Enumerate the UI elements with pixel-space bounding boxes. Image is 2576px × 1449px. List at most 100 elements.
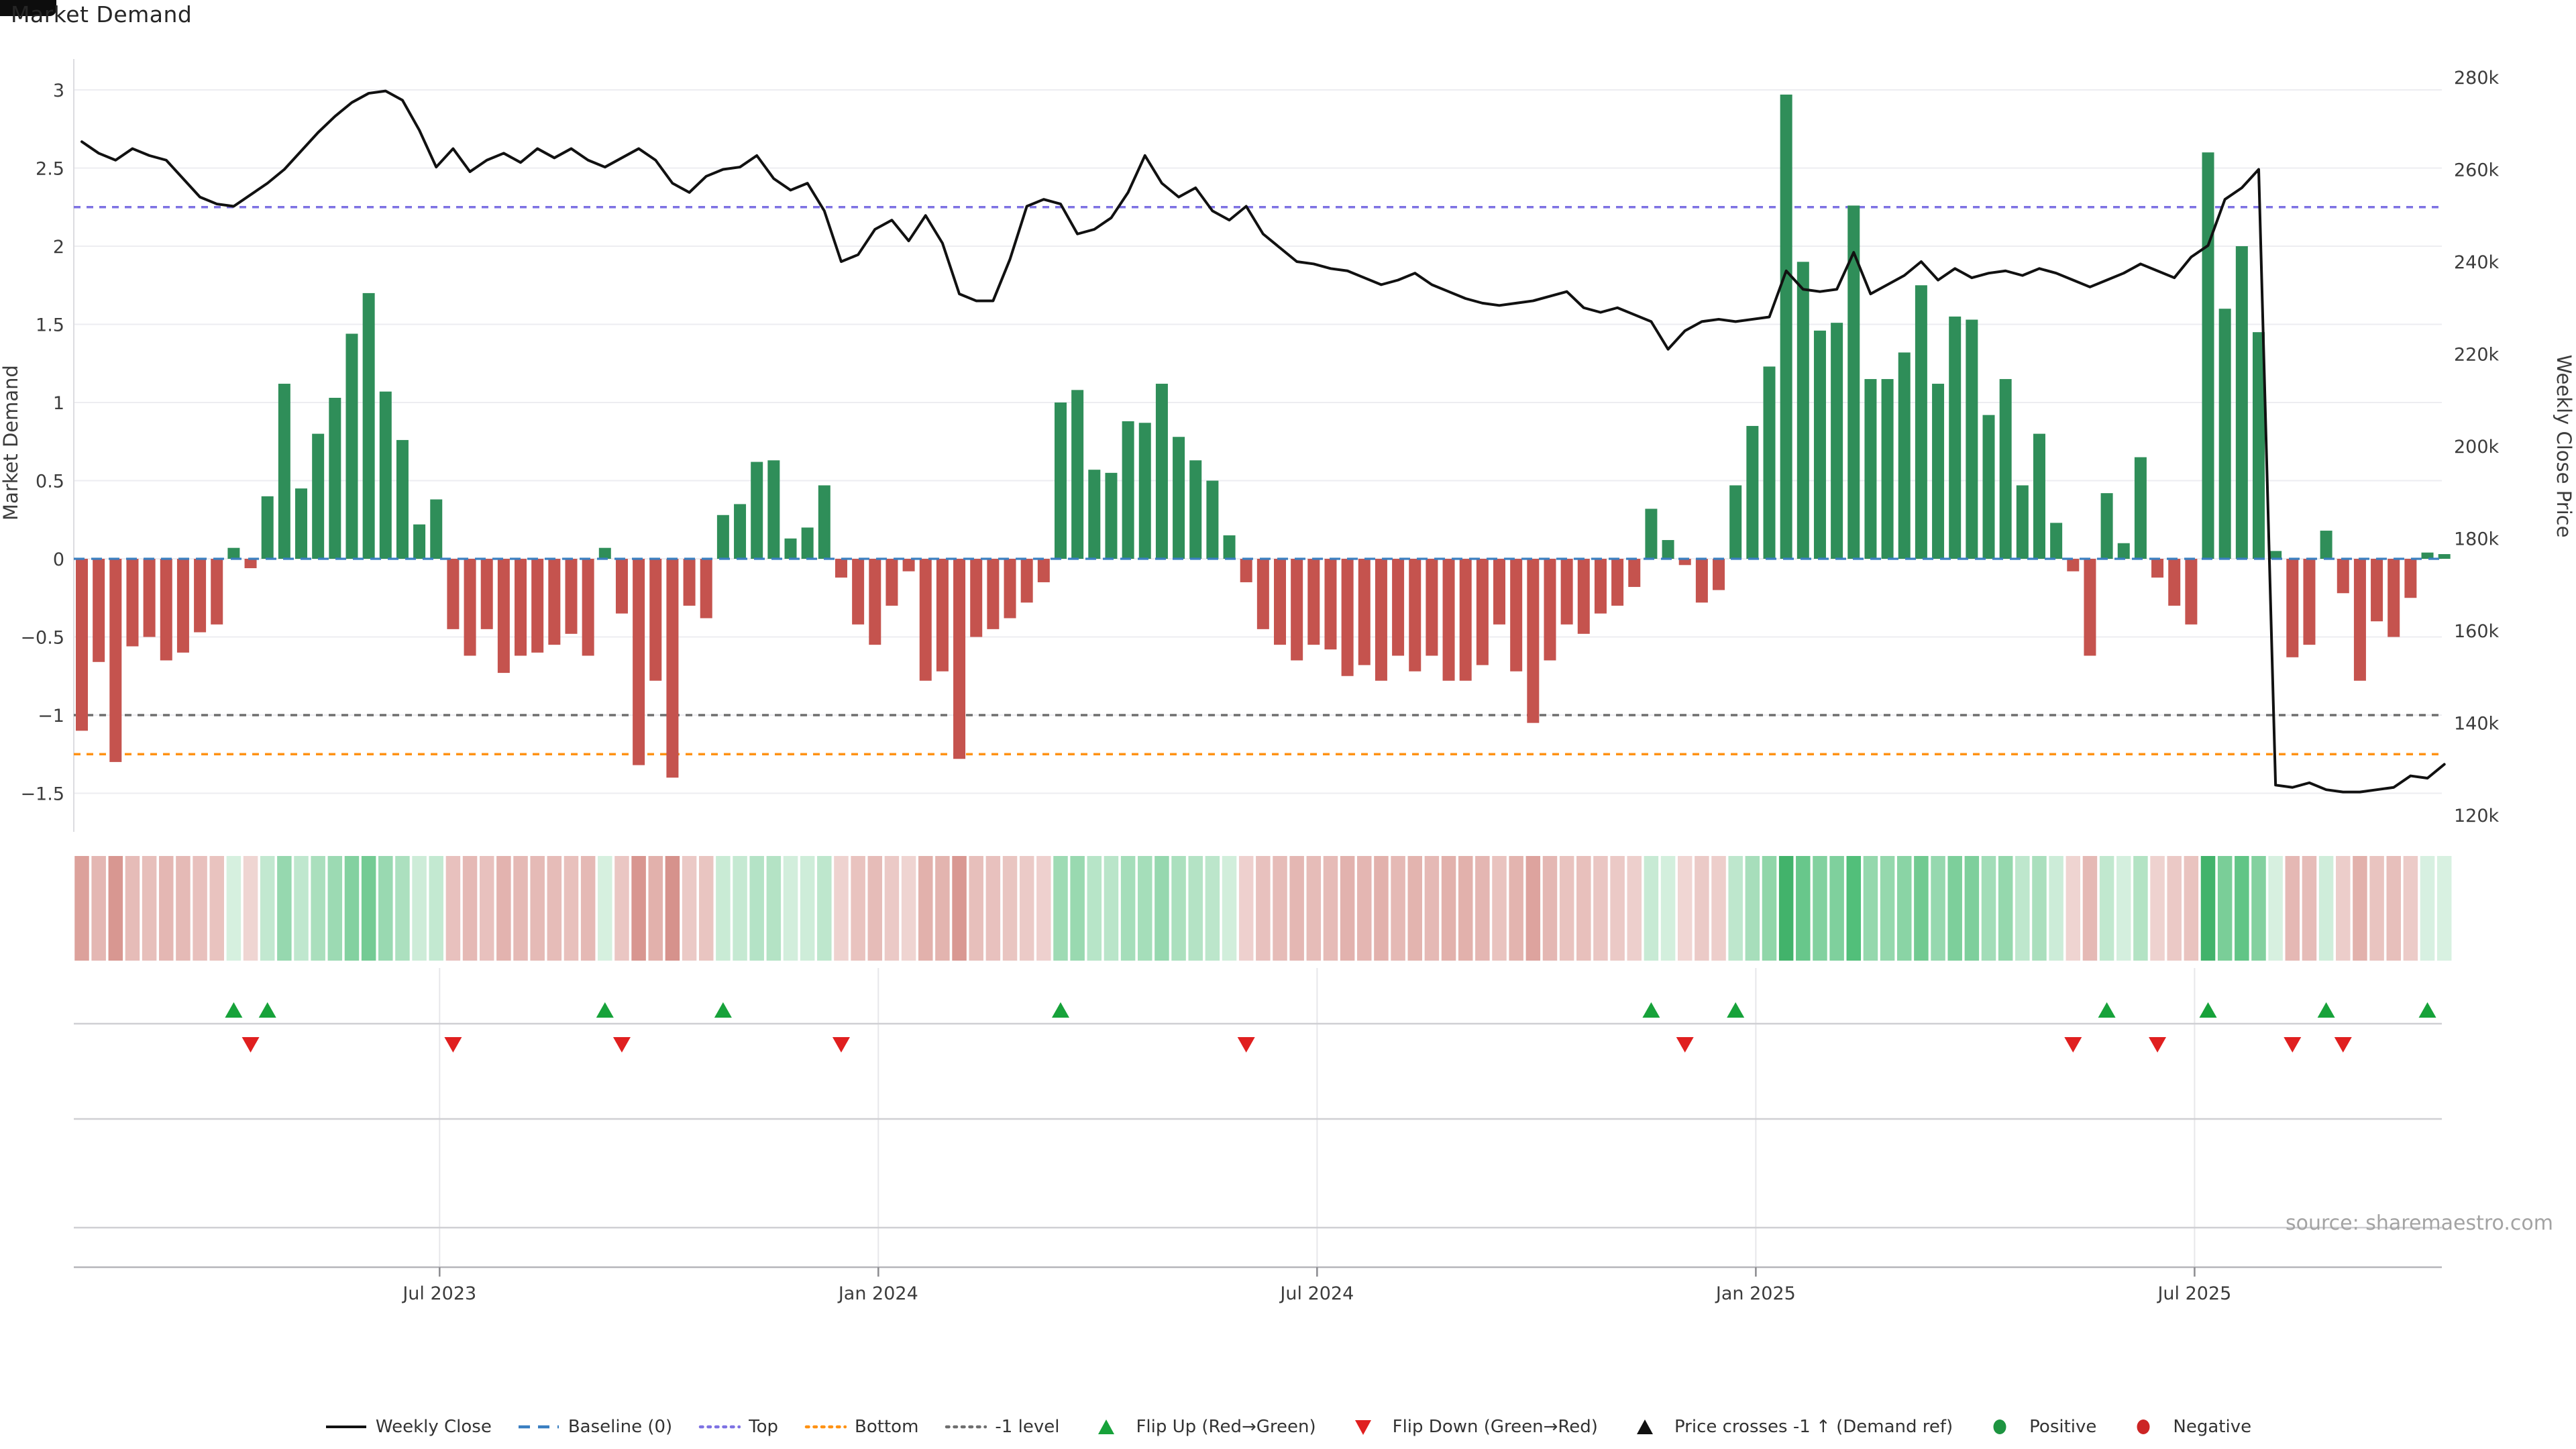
demand-bar: [2218, 309, 2231, 559]
heatmap-cell: [1340, 856, 1355, 961]
heatmap-cell: [2032, 856, 2047, 961]
demand-bar: [1155, 384, 1168, 559]
demand-bar: [93, 559, 105, 662]
dotted-line-swatch-icon: [698, 1425, 741, 1429]
heatmap-cell: [1998, 856, 2013, 961]
legend-baseline: Baseline (0): [517, 1417, 672, 1437]
heatmap-cell: [479, 856, 494, 961]
heatmap-cell: [2049, 856, 2063, 961]
demand-bar: [345, 333, 358, 559]
demand-bar: [683, 559, 696, 606]
heatmap-cell: [429, 856, 444, 961]
demand-bar: [1881, 379, 1894, 559]
demand-bar: [1898, 352, 1911, 559]
heatmap-cell: [1914, 856, 1929, 961]
heatmap-cell: [2353, 856, 2367, 961]
demand-bar: [2404, 559, 2417, 598]
demand-bar: [2303, 559, 2316, 645]
demand-bar: [852, 559, 865, 625]
heatmap-cell: [1509, 856, 1523, 961]
legend-bottom-label: Bottom: [855, 1417, 919, 1437]
demand-bar: [278, 384, 290, 559]
heatmap-cell: [766, 856, 782, 961]
heatmap-cell: [1593, 856, 1608, 961]
heatmap-cell: [1273, 856, 1287, 961]
legend-price-crosses: Price crosses -1 ↑ (Demand ref): [1623, 1417, 1953, 1437]
demand-bar: [734, 504, 747, 559]
left-axis-tick-label: −1: [38, 706, 64, 727]
heatmap-cell: [1407, 856, 1422, 961]
demand-bar: [716, 515, 729, 559]
heatmap-cell: [1559, 856, 1574, 961]
triangle-up-icon: [1636, 1419, 1653, 1434]
heatmap-cell: [74, 856, 89, 961]
demand-bar: [1780, 94, 1792, 559]
heatmap-cell: [1644, 856, 1659, 961]
legend-bottom: Bottom: [804, 1417, 918, 1437]
flip-up-triangle-icon: [225, 1002, 243, 1018]
heatmap-cell: [2200, 856, 2216, 961]
demand-bar: [2387, 559, 2400, 637]
demand-bar: [1071, 390, 1084, 559]
heatmap-cell: [1711, 856, 1726, 961]
demand-bar: [1240, 559, 1252, 582]
heatmap-cell: [1931, 856, 1945, 961]
heatmap-cell: [1087, 856, 1102, 961]
heatmap-cell: [1002, 856, 1018, 961]
legend-price-crosses-label: Price crosses -1 ↑ (Demand ref): [1674, 1417, 1953, 1437]
demand-bar: [413, 524, 426, 559]
heatmap-cell: [935, 856, 950, 961]
demand-bar: [1729, 485, 1742, 559]
demand-bar: [751, 462, 763, 559]
x-axis-tick-label: Jul 2025: [2156, 1283, 2231, 1304]
heatmap-cell: [1863, 856, 1878, 961]
page-title: Market Demand: [11, 1, 193, 28]
demand-bar: [936, 559, 949, 672]
heatmap-cell: [547, 856, 562, 961]
heatmap-cell: [580, 856, 596, 961]
flip-down-triangle-icon: [1237, 1037, 1255, 1053]
heatmap-cell: [2302, 856, 2317, 961]
flip-down-triangle-icon: [2064, 1037, 2082, 1053]
legend-positive-label: Positive: [2029, 1417, 2097, 1437]
demand-bar: [1358, 559, 1371, 665]
legend-weekly-close-label: Weekly Close: [375, 1417, 492, 1437]
demand-bar: [2252, 332, 2265, 559]
heatmap-cell: [598, 856, 612, 961]
demand-bar: [970, 559, 983, 637]
demand-bar: [818, 485, 830, 559]
legend-flip-down: Flip Down (Green→Red): [1342, 1417, 1598, 1437]
heatmap-cell: [2420, 856, 2435, 961]
demand-bar: [1442, 559, 1455, 681]
left-axis-tick-label: 2: [53, 237, 64, 258]
heatmap-cell: [564, 856, 579, 961]
left-axis-tick-label: 3: [53, 80, 64, 101]
heatmap-cell: [1138, 856, 1152, 961]
heatmap-cell: [2336, 856, 2351, 961]
flip-up-triangle-icon: [1727, 1002, 1745, 1018]
demand-bar: [480, 559, 493, 629]
flip-up-triangle-icon: [1642, 1002, 1660, 1018]
demand-bar: [76, 559, 88, 731]
demand-bar: [396, 439, 409, 559]
heatmap-cell: [918, 856, 933, 961]
heatmap-cell: [851, 856, 865, 961]
heatmap-cell: [378, 856, 393, 961]
flip-down-triangle-icon: [2334, 1037, 2352, 1053]
legend-minus-1-level: -1 level: [944, 1417, 1059, 1437]
demand-bar: [1105, 472, 1118, 559]
demand-bar: [2438, 554, 2451, 559]
heatmap-cell: [260, 856, 275, 961]
demand-bar: [1796, 262, 1809, 559]
heatmap-cell: [2251, 856, 2266, 961]
demand-bar: [329, 398, 341, 559]
legend-negative-label: Negative: [2173, 1417, 2252, 1437]
demand-bar: [784, 538, 797, 559]
demand-bars: [76, 94, 2451, 778]
heatmap-cell: [783, 856, 798, 961]
legend-weekly-close: Weekly Close: [325, 1417, 492, 1437]
x-axis-tick-label: Jul 2023: [401, 1283, 476, 1304]
demand-bar: [2016, 485, 2029, 559]
